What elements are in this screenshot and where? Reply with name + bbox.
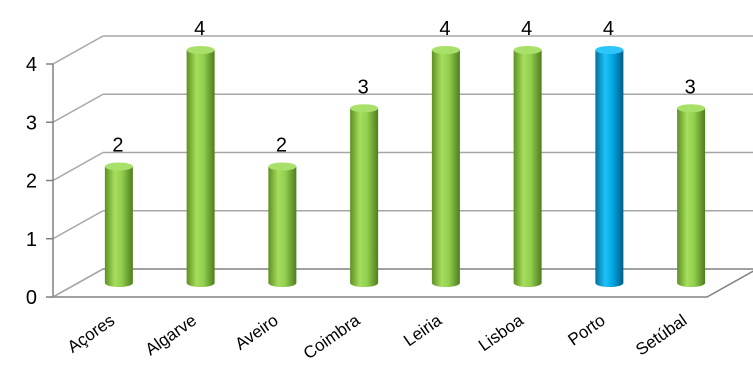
- category-axis: Açores Algarve Aveiro Coimbra Leiria Lisboa Po…: [64, 310, 690, 363]
- bar-top: [186, 46, 215, 54]
- x-tick-label: Lisboa: [475, 310, 527, 355]
- bar: [677, 104, 706, 287]
- data-labels: 2 4 2 3 4 4 4 3: [112, 18, 695, 157]
- data-label: 4: [439, 18, 450, 40]
- gridline-side: [52, 151, 104, 182]
- bar-top: [268, 162, 297, 171]
- y-tick-label: 3: [26, 112, 37, 134]
- y-tick-label: 4: [26, 54, 37, 76]
- x-tick-label: Açores: [64, 311, 118, 357]
- bar-body: [186, 50, 215, 287]
- y-tick-label: 2: [26, 171, 37, 193]
- value-axis: 0 1 2 3 4: [26, 54, 54, 309]
- bar-body: [104, 166, 133, 287]
- bar-top: [350, 104, 379, 113]
- bar-body: [677, 108, 706, 287]
- chart-floor: [50, 268, 753, 298]
- gridlines: [50, 35, 753, 298]
- bar: [431, 46, 460, 287]
- bar-top: [677, 104, 706, 113]
- bar-body: [513, 50, 542, 287]
- x-tick-label: Porto: [564, 311, 608, 350]
- data-label: 2: [112, 135, 123, 157]
- x-tick-label: Leiria: [400, 310, 445, 350]
- data-label: 3: [685, 76, 696, 98]
- bar-top: [595, 46, 624, 54]
- bar: [186, 46, 215, 287]
- y-tick-label: 1: [26, 229, 37, 251]
- x-tick-label: Coimbra: [300, 310, 364, 363]
- bar: [513, 46, 542, 287]
- data-label: 2: [276, 135, 287, 157]
- bar-body: [350, 108, 379, 287]
- gridline-side: [52, 93, 104, 123]
- bar: [595, 46, 624, 287]
- bar-body: [595, 50, 624, 287]
- bar: [104, 162, 133, 287]
- data-label: 4: [603, 18, 614, 40]
- bars: [104, 46, 706, 287]
- bar-body: [431, 50, 460, 287]
- gridline-side: [52, 35, 104, 65]
- x-tick-label: Algarve: [142, 311, 200, 360]
- bar: [268, 162, 297, 287]
- bar-top: [104, 162, 133, 171]
- data-label: 3: [358, 76, 369, 98]
- bar-body: [268, 166, 297, 287]
- data-label: 4: [194, 18, 205, 40]
- bar-top: [513, 46, 542, 54]
- x-tick-label: Setúbal: [632, 311, 690, 360]
- bar: [350, 104, 379, 287]
- y-tick-label: 0: [26, 287, 37, 309]
- bar-top: [431, 46, 460, 54]
- gridline-side: [52, 268, 104, 298]
- data-label: 4: [521, 18, 532, 40]
- x-tick-label: Aveiro: [232, 311, 282, 354]
- gridline-side: [52, 210, 104, 240]
